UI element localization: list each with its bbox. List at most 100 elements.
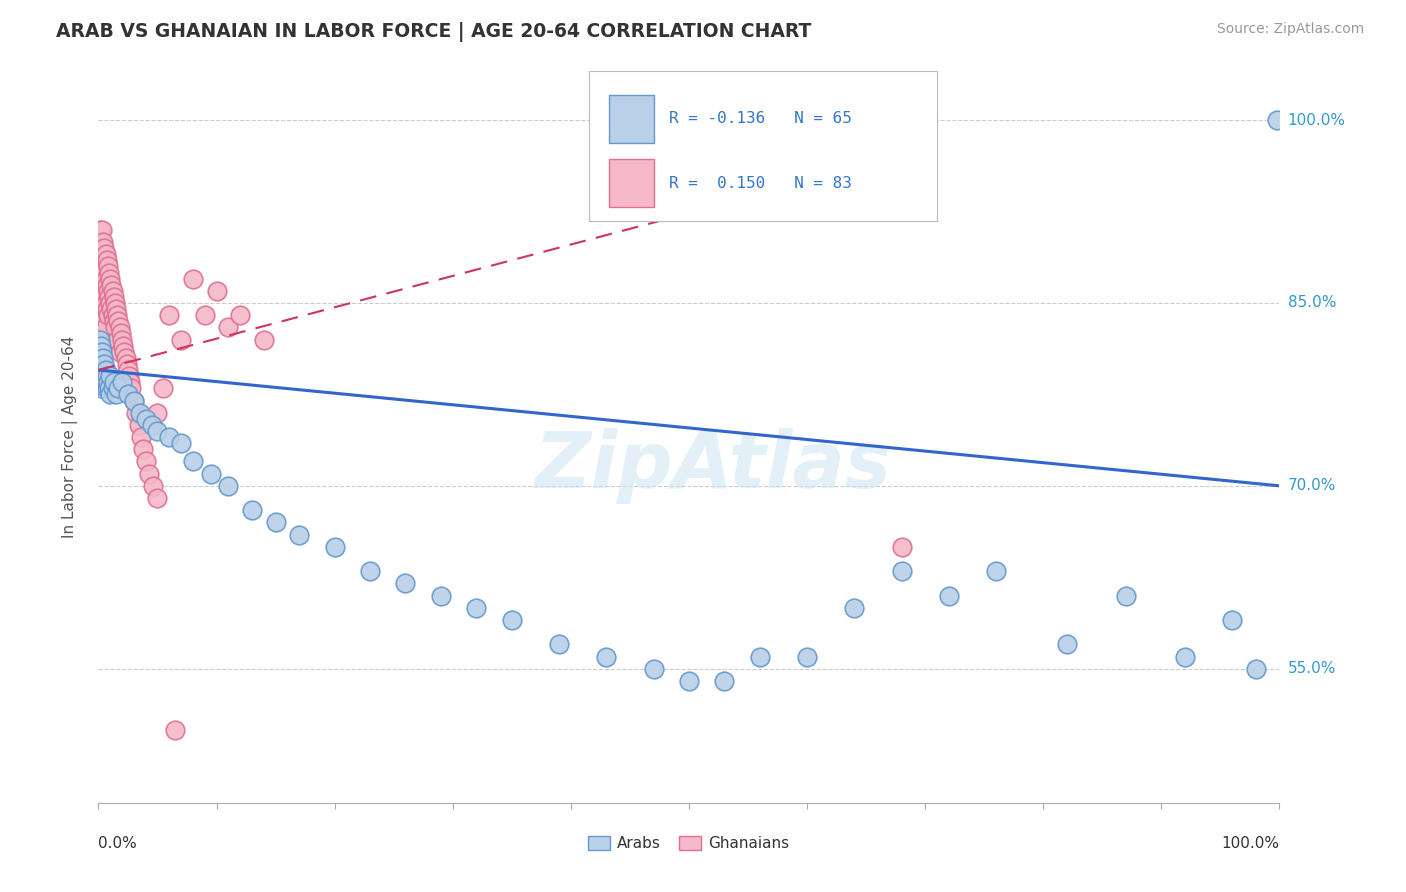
Point bbox=[240, 503, 263, 517]
Point bbox=[146, 424, 169, 438]
Point bbox=[108, 344, 131, 359]
Point bbox=[97, 376, 120, 390]
Point bbox=[98, 381, 121, 395]
Point bbox=[103, 314, 125, 328]
Point bbox=[359, 564, 381, 578]
Point bbox=[748, 649, 770, 664]
Point bbox=[103, 376, 125, 390]
Point bbox=[101, 381, 124, 395]
Point bbox=[229, 308, 252, 322]
Point bbox=[595, 649, 617, 664]
Point bbox=[1220, 613, 1243, 627]
Point bbox=[548, 637, 571, 651]
Point bbox=[135, 412, 157, 426]
Point bbox=[1056, 637, 1078, 651]
Point bbox=[128, 417, 150, 432]
Point bbox=[205, 284, 228, 298]
Point bbox=[89, 333, 111, 347]
Point bbox=[89, 247, 111, 261]
Point bbox=[89, 271, 111, 285]
Point bbox=[105, 376, 128, 390]
Point bbox=[713, 673, 735, 688]
Point bbox=[98, 271, 121, 285]
Point bbox=[101, 284, 124, 298]
Point bbox=[94, 376, 117, 390]
FancyBboxPatch shape bbox=[589, 71, 936, 221]
Point bbox=[264, 516, 287, 530]
Point bbox=[93, 357, 115, 371]
Point bbox=[90, 260, 112, 274]
Point bbox=[93, 314, 115, 328]
Point bbox=[97, 308, 120, 322]
Point bbox=[91, 344, 114, 359]
Point bbox=[105, 333, 128, 347]
Point bbox=[97, 260, 120, 274]
Point bbox=[796, 649, 818, 664]
Point bbox=[91, 223, 114, 237]
Point bbox=[90, 235, 112, 249]
Point bbox=[181, 271, 204, 285]
Point bbox=[117, 387, 139, 401]
Point bbox=[1174, 649, 1197, 664]
Point bbox=[94, 320, 117, 334]
Point bbox=[165, 723, 187, 737]
Point bbox=[105, 387, 128, 401]
Point bbox=[97, 284, 120, 298]
Point bbox=[104, 296, 127, 310]
Point bbox=[91, 271, 114, 285]
Point bbox=[129, 430, 152, 444]
Point bbox=[98, 369, 121, 384]
Point bbox=[90, 339, 112, 353]
Text: Source: ZipAtlas.com: Source: ZipAtlas.com bbox=[1216, 22, 1364, 37]
Point bbox=[98, 290, 121, 304]
Point bbox=[115, 357, 138, 371]
Point bbox=[91, 308, 114, 322]
Point bbox=[170, 436, 193, 450]
Point bbox=[93, 265, 115, 279]
FancyBboxPatch shape bbox=[609, 95, 654, 143]
Point bbox=[200, 467, 222, 481]
Point bbox=[157, 430, 180, 444]
Point bbox=[152, 381, 174, 395]
Y-axis label: In Labor Force | Age 20-64: In Labor Force | Age 20-64 bbox=[62, 336, 77, 538]
Point bbox=[89, 357, 111, 371]
Point bbox=[111, 376, 134, 390]
Point bbox=[890, 564, 912, 578]
Point bbox=[89, 344, 111, 359]
Point bbox=[108, 320, 131, 334]
Point bbox=[91, 260, 114, 274]
Point bbox=[91, 247, 114, 261]
Point bbox=[91, 284, 114, 298]
Point bbox=[112, 344, 135, 359]
Point bbox=[89, 308, 111, 322]
Point bbox=[93, 369, 115, 384]
Point bbox=[430, 589, 453, 603]
Point bbox=[181, 454, 204, 468]
Point bbox=[94, 271, 117, 285]
Point bbox=[125, 406, 148, 420]
Point bbox=[90, 381, 112, 395]
Point bbox=[678, 673, 700, 688]
Point bbox=[984, 564, 1007, 578]
Point bbox=[501, 613, 523, 627]
Point bbox=[96, 381, 118, 395]
Text: ARAB VS GHANAIAN IN LABOR FORCE | AGE 20-64 CORRELATION CHART: ARAB VS GHANAIAN IN LABOR FORCE | AGE 20… bbox=[56, 22, 811, 42]
Point bbox=[1115, 589, 1137, 603]
Point bbox=[170, 333, 193, 347]
Point bbox=[217, 479, 239, 493]
Text: R = -0.136   N = 65: R = -0.136 N = 65 bbox=[669, 112, 852, 127]
Point bbox=[94, 296, 117, 310]
Legend: Arabs, Ghanaians: Arabs, Ghanaians bbox=[582, 830, 796, 857]
Point bbox=[122, 393, 145, 408]
Point bbox=[98, 296, 121, 310]
Point bbox=[93, 290, 115, 304]
Point bbox=[91, 379, 114, 393]
Point bbox=[643, 662, 665, 676]
Point bbox=[122, 393, 145, 408]
Point bbox=[91, 369, 114, 384]
Point bbox=[135, 454, 157, 468]
Point bbox=[394, 576, 416, 591]
Point bbox=[112, 339, 135, 353]
Point bbox=[142, 479, 165, 493]
Text: ZipAtlas: ZipAtlas bbox=[534, 428, 891, 504]
